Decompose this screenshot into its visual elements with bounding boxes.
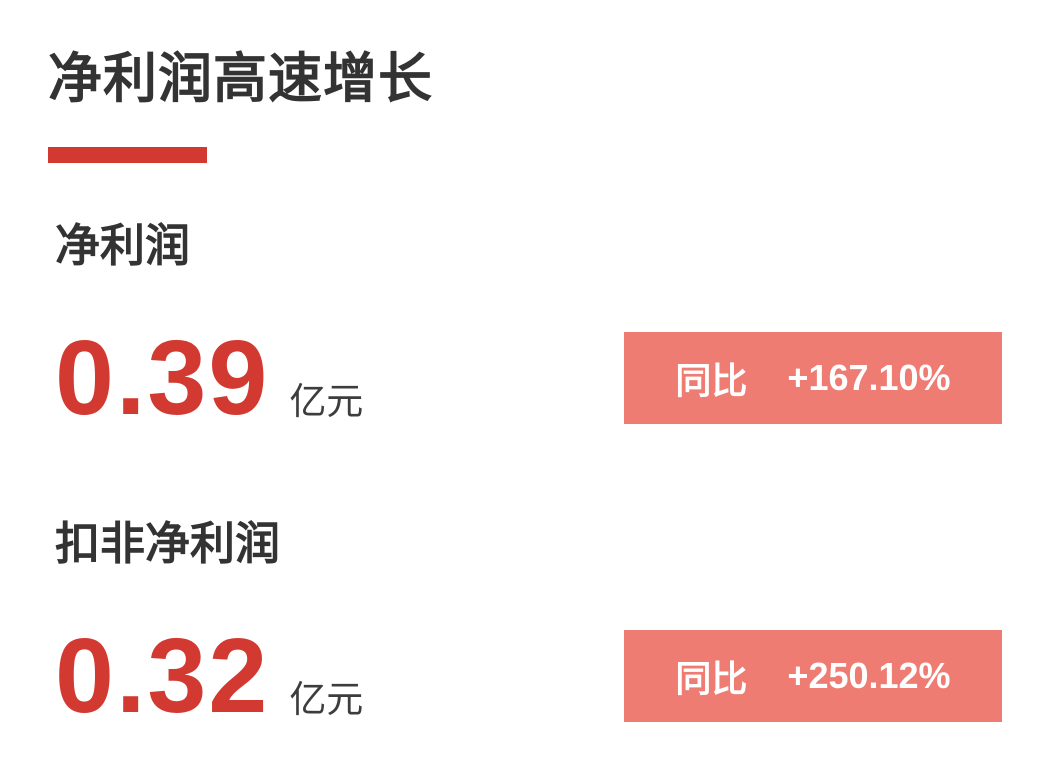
metric-value-group: 0.32 亿元 bbox=[55, 616, 364, 735]
metric-unit: 亿元 bbox=[289, 678, 364, 720]
yoy-badge-value: +167.10% bbox=[787, 357, 951, 398]
yoy-badge-label: 同比 bbox=[675, 360, 748, 401]
title-underline bbox=[48, 147, 207, 163]
metric-row-non-gaap: 0.32 亿元 同比 +250.12% bbox=[48, 616, 1061, 735]
metric-value-group: 0.39 亿元 bbox=[55, 318, 364, 437]
yoy-badge-non-gaap: 同比 +250.12% bbox=[624, 630, 1002, 722]
metric-net-profit: 净利润 0.39 亿元 同比 +167.10% bbox=[48, 220, 1061, 437]
metric-row-net-profit: 0.39 亿元 同比 +167.10% bbox=[48, 318, 1061, 437]
metric-label-non-gaap: 扣非净利润 bbox=[55, 518, 281, 569]
metric-value: 0.32 bbox=[55, 616, 270, 735]
metric-non-gaap-net-profit: 扣非净利润 0.32 亿元 同比 +250.12% bbox=[48, 518, 1061, 735]
yoy-badge-label: 同比 bbox=[675, 658, 748, 699]
metric-unit: 亿元 bbox=[289, 380, 364, 422]
page-title: 净利润高速增长 bbox=[48, 49, 433, 109]
metric-label-net-profit: 净利润 bbox=[55, 220, 191, 271]
yoy-badge-net-profit: 同比 +167.10% bbox=[624, 332, 1002, 424]
yoy-badge-value: +250.12% bbox=[787, 655, 951, 696]
metric-value: 0.39 bbox=[55, 318, 270, 437]
